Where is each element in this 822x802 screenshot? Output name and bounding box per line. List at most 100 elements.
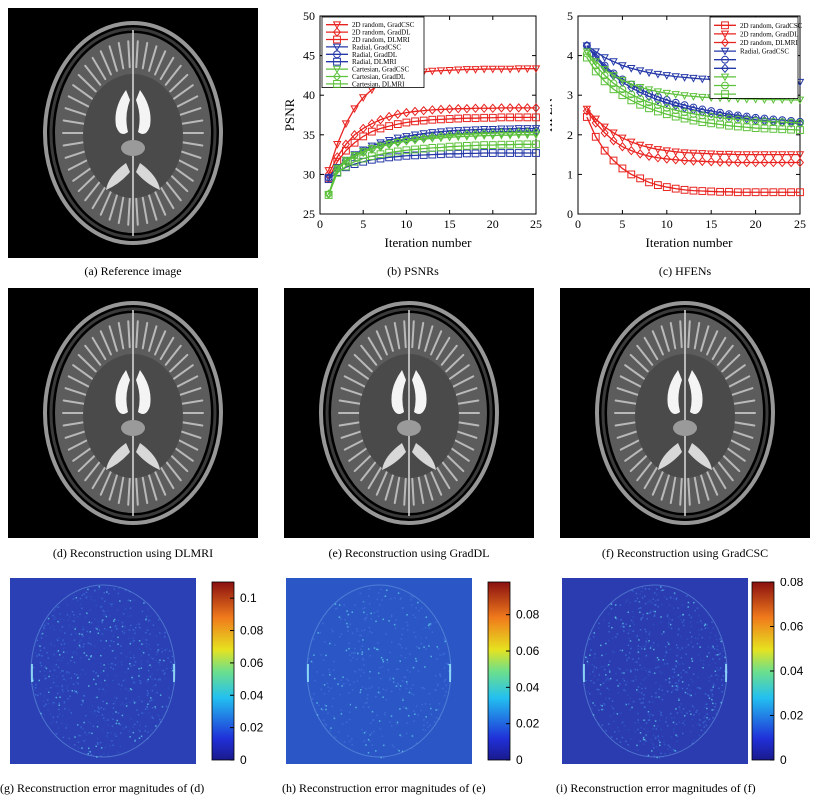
data-point <box>716 110 725 120</box>
data-point <box>480 103 489 114</box>
data-point <box>769 115 778 124</box>
data-point <box>760 188 769 197</box>
data-point <box>419 135 428 144</box>
data-point <box>506 103 515 113</box>
data-point <box>506 128 515 138</box>
series-line <box>328 107 536 175</box>
data-point <box>393 147 402 156</box>
series-0 <box>582 113 804 197</box>
data-point <box>462 149 471 158</box>
data-point <box>471 129 480 139</box>
error-speckle <box>582 584 728 759</box>
data-point <box>488 125 498 134</box>
data-point <box>359 132 368 141</box>
data-point <box>787 157 796 168</box>
legend-marker <box>333 80 341 88</box>
data-point <box>402 133 411 141</box>
legend-marker <box>721 81 729 90</box>
data-point <box>488 141 497 149</box>
data-point <box>636 174 645 183</box>
data-point <box>419 105 428 116</box>
data-point <box>707 119 716 128</box>
data-point <box>497 140 506 149</box>
series-line <box>328 143 536 196</box>
data-point <box>689 93 698 101</box>
data-point <box>531 127 541 138</box>
data-point <box>671 91 680 99</box>
data-point <box>342 146 350 155</box>
data-point <box>376 114 385 125</box>
data-point <box>769 188 778 197</box>
data-point <box>725 110 733 119</box>
data-point <box>523 140 532 149</box>
series-line <box>586 53 801 124</box>
data-point <box>751 151 760 160</box>
x-tick-label: 0 <box>575 217 581 231</box>
data-point <box>653 95 662 105</box>
data-point <box>618 91 627 100</box>
data-point <box>707 108 716 119</box>
data-point <box>497 149 506 157</box>
data-point <box>671 154 680 165</box>
data-point <box>698 93 707 102</box>
data-point <box>471 149 480 158</box>
data-point <box>523 125 532 133</box>
legend-entry-label: Radial, GradCSC <box>740 48 789 56</box>
series-line <box>586 108 800 156</box>
series-2 <box>324 113 540 183</box>
data-point <box>350 138 359 147</box>
data-point <box>471 114 480 123</box>
data-point <box>698 118 707 127</box>
data-point <box>698 75 707 84</box>
data-point <box>462 66 472 74</box>
data-point <box>480 128 489 139</box>
data-point <box>662 110 671 119</box>
data-point <box>497 103 506 113</box>
data-point <box>769 151 778 160</box>
x-axis-label: Iteration number <box>385 235 473 250</box>
data-point <box>333 168 342 177</box>
y-tick-label: 45 <box>303 49 315 63</box>
data-point <box>635 141 645 150</box>
data-point <box>627 82 636 93</box>
data-point <box>497 113 506 122</box>
data-point <box>480 113 489 122</box>
brain-slice <box>595 301 775 525</box>
data-point <box>609 129 618 138</box>
colorbar-tick-label: 0.08 <box>240 624 264 638</box>
data-point <box>393 137 402 148</box>
colorbar-gradient <box>487 581 511 761</box>
data-point <box>411 145 419 154</box>
colorbar-tick-label: 0 <box>240 753 247 767</box>
data-point <box>795 96 805 105</box>
caption-g: (g) Reconstruction error magnitudes of (… <box>0 781 205 795</box>
data-point <box>795 151 805 160</box>
y-tick-label: 1 <box>567 167 573 181</box>
data-point <box>600 66 609 74</box>
data-point <box>480 141 489 149</box>
data-point <box>662 72 672 80</box>
data-point <box>680 155 689 166</box>
data-point <box>707 156 716 167</box>
data-point <box>428 115 437 124</box>
data-point <box>725 187 733 196</box>
data-point <box>341 139 350 150</box>
data-point <box>488 65 498 74</box>
data-point <box>514 140 523 149</box>
data-point <box>488 103 497 114</box>
data-point <box>600 123 609 132</box>
y-tick-label: 2 <box>567 128 573 142</box>
data-point <box>471 66 480 74</box>
data-point <box>716 157 725 167</box>
data-point <box>497 125 506 134</box>
data-point <box>760 157 769 168</box>
data-point <box>618 141 627 152</box>
data-point <box>341 120 351 129</box>
series-4 <box>582 41 804 126</box>
data-point <box>698 105 707 114</box>
data-point <box>505 125 515 134</box>
error-map-gradcsc-svg <box>562 578 748 764</box>
data-point <box>582 48 592 57</box>
data-point <box>609 85 618 94</box>
data-point <box>645 104 653 113</box>
